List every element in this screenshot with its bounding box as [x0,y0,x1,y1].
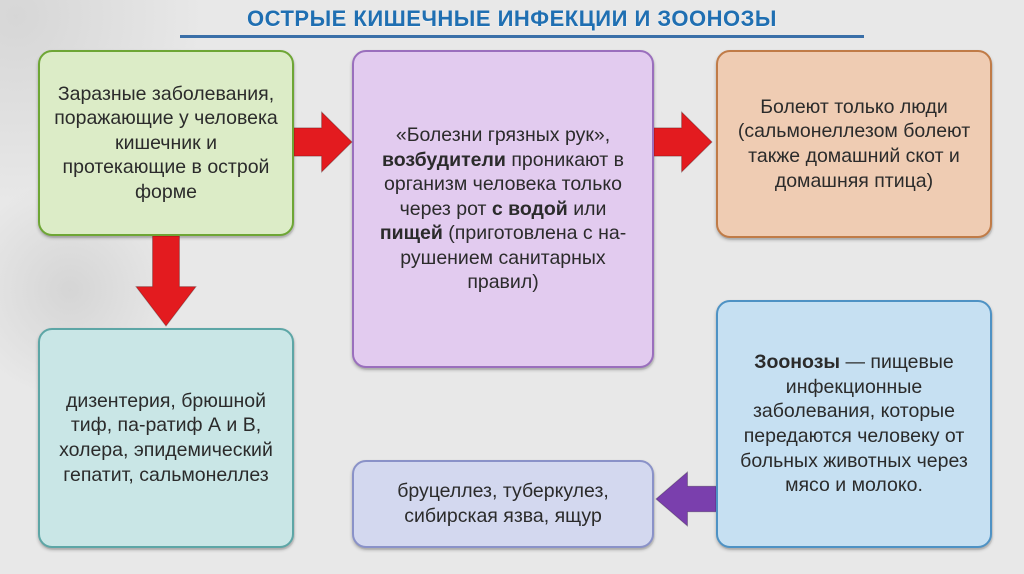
box-disease-list: дизентерия, брюшной тиф, па-ратиф А и В,… [38,328,294,548]
box-text: дизентерия, брюшной тиф, па-ратиф А и В,… [54,389,278,487]
box-infectious-definition: Заразные заболевания, поражающие у челов… [38,50,294,236]
box-text: Болеют только люди (сальмонеллезом болею… [732,95,976,193]
box-text: Заразные заболевания, поражающие у челов… [54,82,278,205]
box-dirty-hands-diseases: «Болезни грязных рук», возбудители прони… [352,50,654,368]
arrow-left [654,470,716,528]
arrow-down [134,236,198,328]
box-humans-only: Болеют только люди (сальмонеллезом болею… [716,50,992,238]
page-title: ОСТРЫЕ КИШЕЧНЫЕ ИНФЕКЦИИ И ЗООНОЗЫ [0,6,1024,32]
box-zoonosis-list: бруцеллез, туберкулез, сибирская язва, я… [352,460,654,548]
arrow-right-2 [654,110,714,174]
box-zoonosis-definition: Зоонозы — пищевые инфекционные заболеван… [716,300,992,548]
arrow-right-1 [294,110,354,174]
box-text: «Болезни грязных рук», возбудители прони… [368,123,638,295]
box-text: Зоонозы — пищевые инфекционные заболеван… [732,350,976,497]
title-underline [180,35,864,38]
box-text: бруцеллез, туберкулез, сибирская язва, я… [368,479,638,528]
